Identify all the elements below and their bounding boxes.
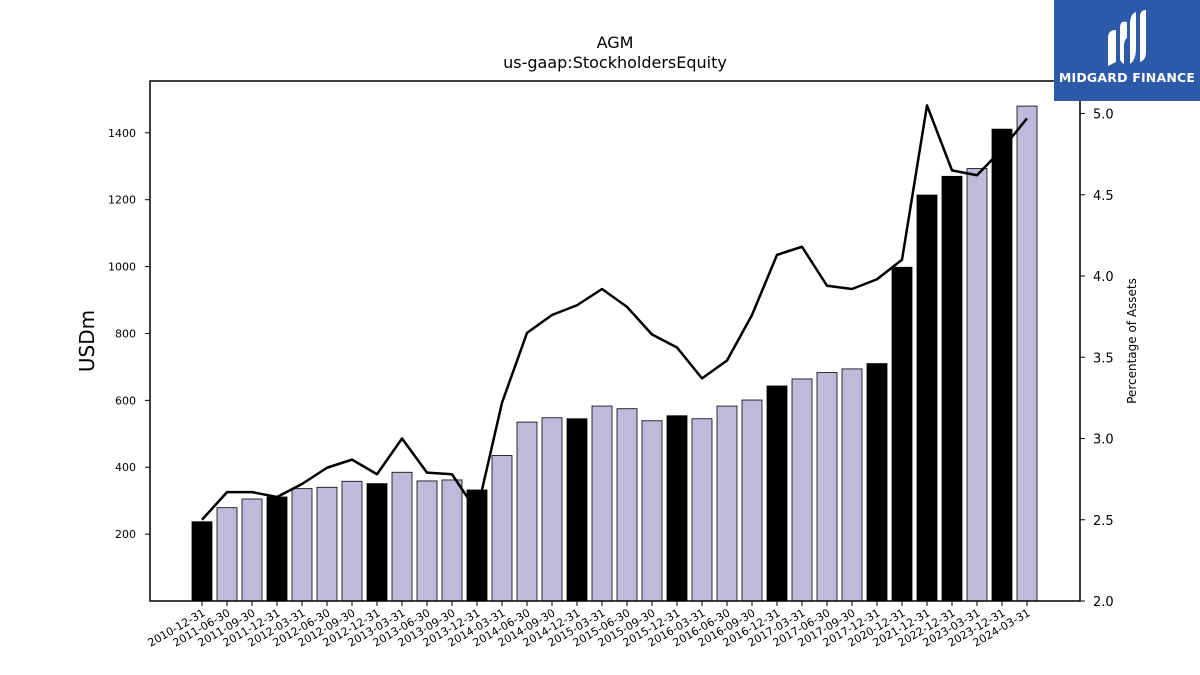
y-tick-label: 800 xyxy=(115,327,136,340)
bar-2012-09-30 xyxy=(341,480,363,602)
y2-axis: 2.0 2.5 3.0 3.5 4.0 4.5 5.0 xyxy=(1080,108,1114,610)
bar-2016-09-30 xyxy=(741,399,763,602)
bar-2016-06-30 xyxy=(716,405,738,602)
bar-2017-03-31 xyxy=(791,378,813,602)
y2-tick-label: 3.5 xyxy=(1093,351,1114,366)
bar-2013-06-30 xyxy=(416,480,438,602)
logo-text: MIDGARD FINANCE xyxy=(1058,70,1196,85)
bar-2017-09-30 xyxy=(841,368,863,602)
y-tick-label: 400 xyxy=(115,461,136,474)
bar-2011-09-30 xyxy=(241,498,263,602)
y-tick-label: 200 xyxy=(115,528,136,541)
bar-2011-06-30 xyxy=(216,507,238,602)
bar-2014-03-31 xyxy=(491,455,513,602)
y2-tick-label: 4.5 xyxy=(1093,189,1114,204)
bar-2012-03-31 xyxy=(291,488,313,602)
bar-2015-03-31 xyxy=(591,405,613,602)
bar-2023-03-31 xyxy=(966,168,988,602)
bar-2024-03-31 xyxy=(1016,105,1038,602)
y2-axis-label: Percentage of Assets xyxy=(1125,278,1139,404)
bars-layer xyxy=(191,105,1038,602)
y2-tick-label: 4.0 xyxy=(1093,270,1114,285)
bar-2015-12-31 xyxy=(666,415,688,602)
y2-tick-label: 5.0 xyxy=(1093,108,1114,123)
y-axis-label: USDm xyxy=(75,310,99,372)
bar-2014-06-30 xyxy=(516,421,538,602)
bar-2016-12-31 xyxy=(766,385,788,602)
y-tick-label: 600 xyxy=(115,394,136,407)
y2-tick-label: 2.5 xyxy=(1093,514,1114,529)
bar-2022-12-31 xyxy=(941,175,963,602)
bar-2014-09-30 xyxy=(541,417,563,602)
bar-2017-12-31 xyxy=(866,363,888,602)
bar-2015-06-30 xyxy=(616,408,638,602)
bar-2020-12-31 xyxy=(891,266,913,602)
y-tick-label: 1000 xyxy=(108,261,136,274)
bar-2023-12-31 xyxy=(991,128,1013,602)
chart-subtitle: us-gaap:StockholdersEquity xyxy=(503,53,727,72)
line-layer xyxy=(201,104,1028,521)
bar-2014-12-31 xyxy=(566,418,588,602)
bar-2011-12-31 xyxy=(266,496,288,602)
y-axis: 200 400 600 800 1000 1200 1400 xyxy=(108,127,150,541)
bar-2015-09-30 xyxy=(641,420,663,602)
midgard-logo-icon xyxy=(1108,10,1146,66)
y-tick-label: 1200 xyxy=(108,194,136,207)
bar-2012-12-31 xyxy=(366,483,388,602)
plot-frame xyxy=(149,80,1081,602)
assets-percentage-line xyxy=(201,104,1028,521)
bar-2021-12-31 xyxy=(916,194,938,602)
y2-tick-label: 2.0 xyxy=(1093,595,1114,610)
midgard-finance-logo: MIDGARD FINANCE xyxy=(1054,0,1200,101)
y2-tick-label: 3.0 xyxy=(1093,433,1114,448)
x-axis: 2010-12-312011-06-302011-09-302011-12-31… xyxy=(146,601,1033,650)
bar-2012-06-30 xyxy=(316,486,338,602)
chart-title: AGM xyxy=(597,33,634,52)
bar-2010-12-31 xyxy=(191,521,213,602)
bar-2017-06-30 xyxy=(816,372,838,602)
bar-2013-03-31 xyxy=(391,471,413,602)
bar-2013-09-30 xyxy=(441,479,463,602)
bar-2016-03-31 xyxy=(691,418,713,602)
y-tick-label: 1400 xyxy=(108,127,136,140)
